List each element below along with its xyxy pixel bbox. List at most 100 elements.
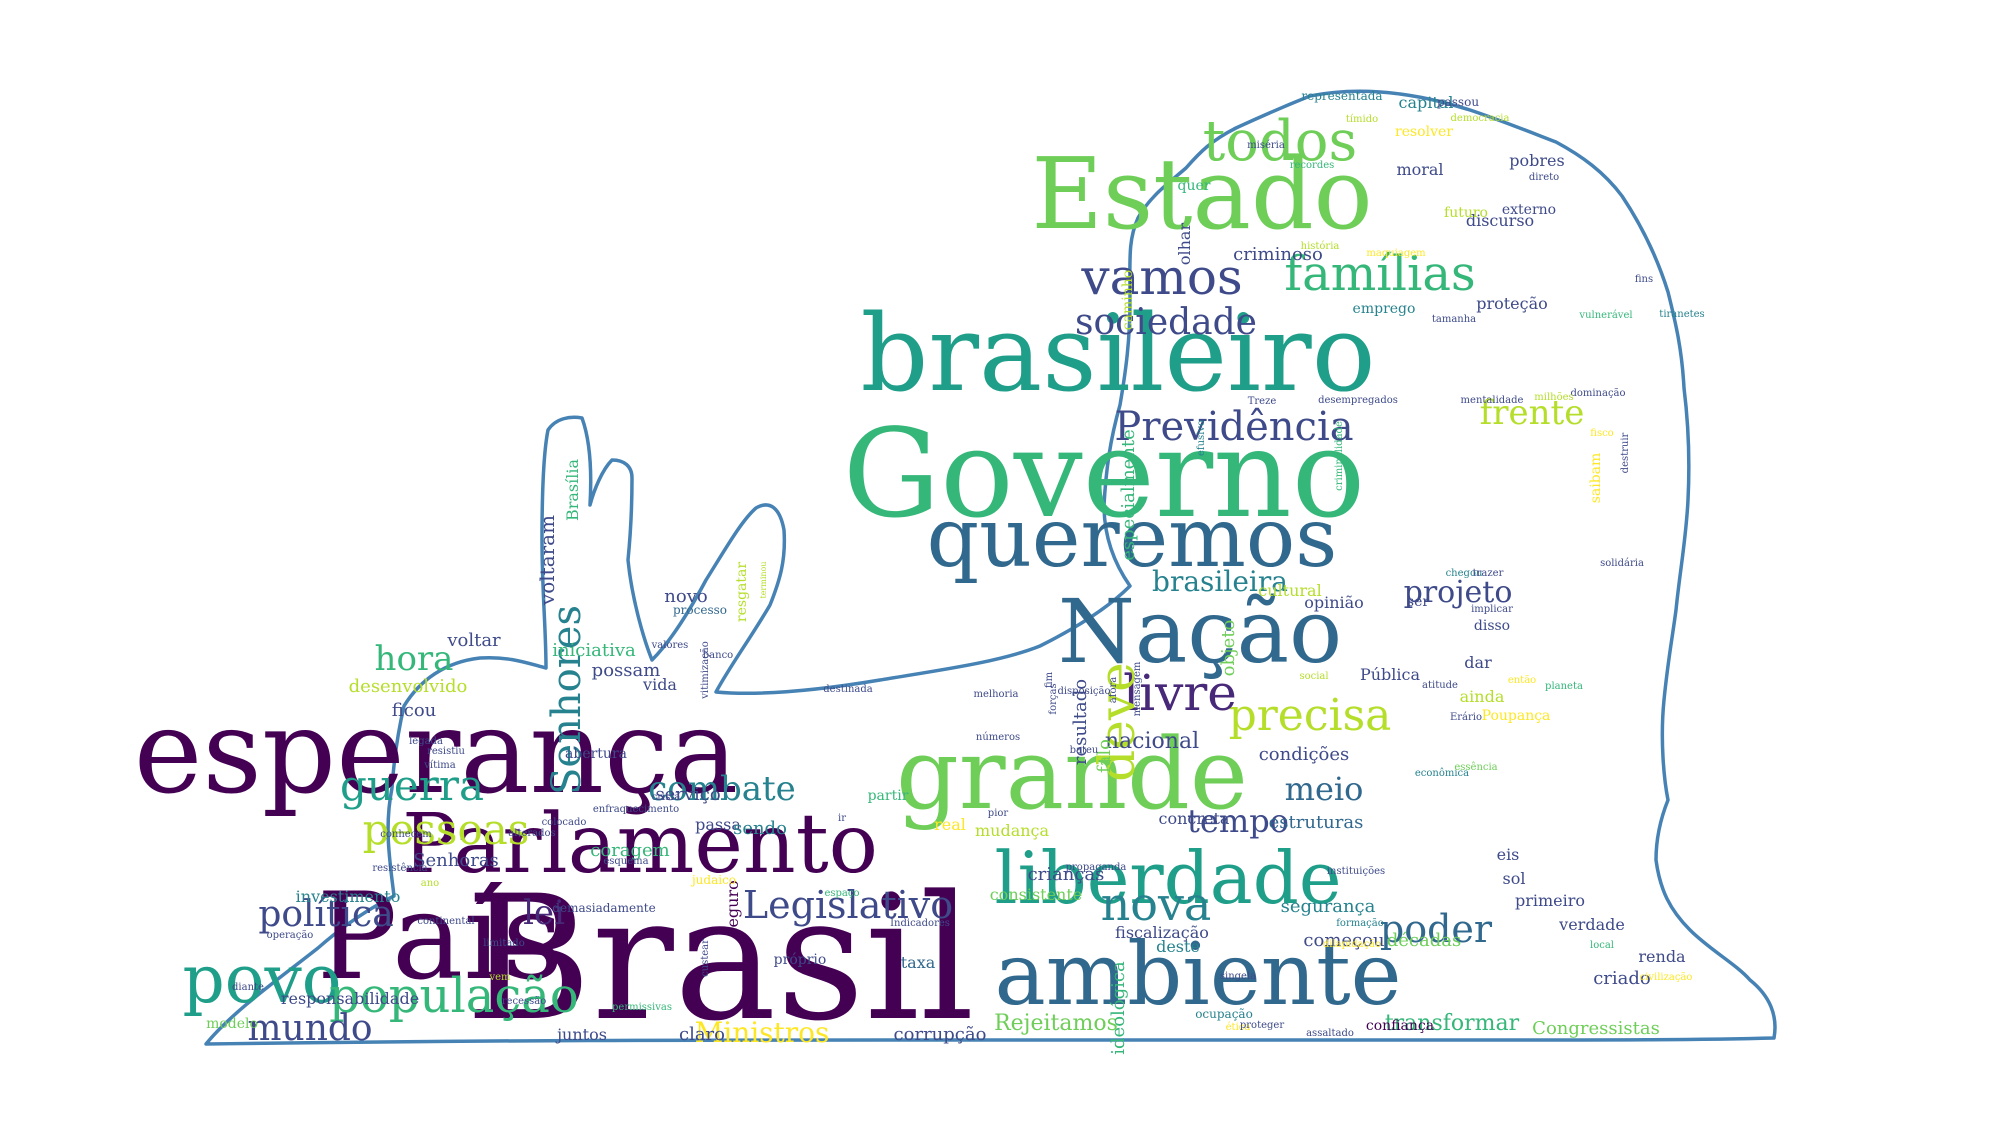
cloud-word: capital — [1399, 93, 1454, 112]
cloud-word: legada — [409, 736, 443, 747]
cloud-word: singela — [1220, 971, 1256, 982]
cloud-word: serviço — [655, 784, 720, 805]
cloud-word: sol — [1503, 869, 1526, 888]
cloud-word: possam — [592, 660, 661, 681]
cloud-word: voltaram — [535, 515, 559, 606]
cloud-word: chegou — [1446, 568, 1483, 579]
cloud-word: tamanha — [1432, 314, 1476, 325]
silhouette-outline — [204, 89, 1777, 1046]
cloud-word: grande — [896, 718, 1248, 832]
cloud-word: disposição — [1057, 686, 1110, 697]
cloud-word: desenvolvido — [349, 676, 468, 697]
cloud-word: ocupação — [1195, 1007, 1253, 1021]
cloud-word: resistência — [372, 863, 427, 874]
cloud-word: nova — [1101, 877, 1212, 931]
cloud-word: mensagem — [1132, 661, 1143, 716]
cloud-word: passa — [695, 815, 741, 834]
cloud-word: representada — [1301, 89, 1382, 103]
cloud-word: Estado — [1031, 138, 1372, 252]
cloud-word: propaganda — [1066, 862, 1127, 873]
cloud-word: condições — [1259, 744, 1350, 765]
cloud-word: mundo — [247, 1008, 372, 1049]
cloud-word: pobres — [1509, 151, 1564, 170]
cloud-word: milhões — [1534, 392, 1573, 403]
cloud-word: crianças — [1028, 864, 1105, 885]
cloud-word: criado — [1593, 968, 1651, 989]
cloud-word: discurso — [1466, 211, 1534, 230]
cloud-word: Poupança — [1482, 708, 1551, 724]
cloud-word: guerra — [340, 761, 484, 810]
cloud-word: tímido — [1346, 114, 1378, 125]
cloud-word: essência — [1454, 762, 1497, 773]
cloud-word: renda — [1638, 947, 1686, 966]
cloud-word: País — [317, 868, 564, 1007]
cloud-word: fim — [1044, 671, 1055, 688]
cloud-word: dilapidação — [1323, 939, 1381, 950]
cloud-word: proteger — [1240, 1020, 1284, 1031]
cloud-word: então — [1508, 675, 1536, 686]
cloud-word: Ministros — [695, 1016, 830, 1049]
cloud-word: verdade — [1558, 915, 1625, 934]
cloud-word: partir — [868, 788, 909, 804]
cloud-word: resolver — [1395, 124, 1453, 140]
cloud-word: permissivas — [612, 1002, 672, 1013]
cloud-word: famílias — [1284, 246, 1475, 302]
cloud-word: pessoas — [363, 805, 530, 854]
cloud-word: segurança — [1281, 896, 1376, 917]
cloud-word: hora — [375, 639, 454, 679]
cloud-word: formação — [1336, 918, 1384, 929]
cloud-word: real — [934, 815, 966, 834]
cloud-word: primeiro — [1515, 891, 1585, 910]
cloud-word: planeta — [1545, 681, 1583, 692]
cloud-word: Congressistas — [1532, 1018, 1660, 1039]
cloud-word: saibam — [1588, 453, 1604, 504]
cloud-word: abertura — [565, 746, 627, 762]
cloud-word: democracia — [1451, 113, 1510, 124]
cloud-word: próprio — [774, 952, 827, 968]
cloud-word: emprego — [1353, 301, 1416, 317]
cloud-word: destruir — [1620, 432, 1631, 473]
cloud-word: diante — [232, 982, 264, 993]
cloud-word: frente — [1480, 393, 1585, 433]
cloud-word: cultural — [1258, 581, 1321, 600]
cloud-word: projeto — [1404, 575, 1513, 610]
cloud-word: fisco — [1590, 428, 1613, 439]
cloud-word: vitimização — [700, 641, 711, 700]
cloud-word: efusivo — [1196, 420, 1207, 456]
cloud-word: recordes — [1290, 160, 1335, 171]
cloud-word: ir — [838, 813, 846, 824]
cloud-word: banco — [703, 650, 733, 661]
cloud-word: cristã — [652, 792, 681, 803]
cloud-word: quer — [1178, 178, 1211, 194]
cloud-word: externo — [1502, 202, 1556, 218]
cloud-word: iniciativa — [552, 640, 636, 661]
cloud-word: começou — [1303, 930, 1384, 951]
cloud-word: novo — [664, 586, 707, 607]
cloud-word: disso — [1474, 618, 1510, 634]
cloud-word: forças — [1048, 683, 1059, 714]
cloud-word: história — [1301, 241, 1340, 252]
cloud-word: maquiagem — [1366, 248, 1426, 259]
cloud-word: passou — [1437, 95, 1479, 109]
cloud-word: sendo — [733, 818, 787, 839]
cloud-word: Senhoras — [413, 850, 499, 871]
cloud-word: opinião — [1304, 593, 1364, 612]
cloud-word: implicar — [1471, 604, 1513, 615]
cloud-word: dominação — [1570, 388, 1625, 399]
cloud-word: pior — [988, 808, 1009, 819]
cloud-word: Previdência — [1114, 404, 1353, 450]
cloud-word: proteção — [1476, 294, 1548, 313]
cloud-word: precisa — [1229, 690, 1392, 741]
cloud-word: assaltado — [1306, 1028, 1354, 1039]
cloud-word: limitado — [483, 938, 524, 949]
cloud-word: deste — [1156, 937, 1200, 956]
cloud-word: mudança — [975, 821, 1050, 840]
cloud-word: ideológica — [1108, 961, 1129, 1055]
cloud-word: números — [976, 732, 1020, 743]
cloud-word: solidária — [1600, 558, 1644, 569]
cloud-word: enfraquecimento — [593, 804, 679, 815]
cloud-word: Brasil — [465, 858, 974, 1059]
cloud-word: bateu — [1070, 745, 1099, 756]
cloud-word: tempo — [1187, 802, 1289, 840]
cloud-word: moral — [1396, 160, 1443, 179]
